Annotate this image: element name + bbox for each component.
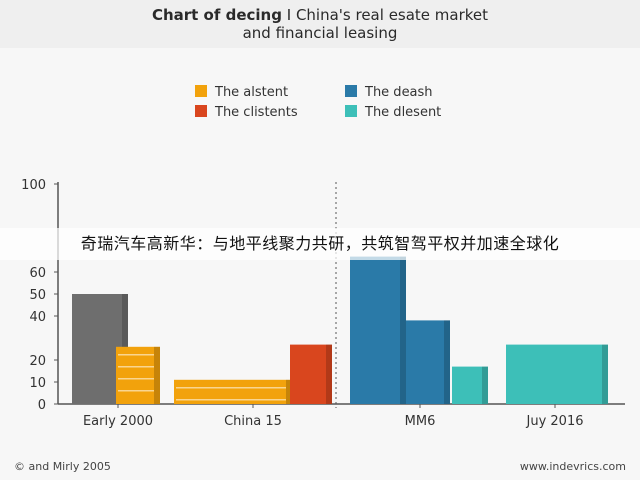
y-tick-label: 60 — [29, 266, 46, 281]
y-tick-label: 0 — [38, 398, 46, 413]
legend: The alstent The deash The clistents The … — [195, 84, 495, 124]
legend-label-clistents: The clistents — [215, 105, 298, 120]
bar-the-alstent-china-15-shade — [286, 379, 292, 404]
legend-swatch-dlesent — [345, 105, 357, 117]
bar-the-dlesent-mm6-shade — [482, 366, 488, 404]
x-category-label: Early 2000 — [83, 414, 153, 429]
bar-the-dlesent-juy-2016 — [506, 344, 608, 404]
bar-the-deash-mm6 — [350, 256, 406, 404]
x-category-label: Juy 2016 — [526, 414, 584, 429]
bar-the-dlesent-mm6 — [452, 366, 488, 404]
bar-the-alstent-early-2000-shade — [154, 346, 160, 404]
chart-title-line1: Chart of decing I China's real esate mar… — [0, 6, 640, 24]
legend-label-deash: The deash — [365, 85, 433, 100]
bar-the-deash-juy-2016 — [406, 320, 450, 404]
y-tick-label: 10 — [29, 376, 46, 391]
chart-title-rest: I China's real esate market — [286, 6, 489, 24]
bar-the-alstent-early-2000 — [116, 346, 160, 404]
legend-item-deash: The deash — [345, 84, 433, 102]
bar-the-clistents-china-15 — [290, 344, 332, 404]
legend-swatch-clistents — [195, 105, 207, 117]
y-tick-label: 40 — [29, 310, 46, 325]
footer-copyright: © and Mirly 2005 — [14, 460, 111, 473]
bar-the-clistents-china-15-shade — [326, 344, 332, 404]
x-category-label: China 15 — [224, 414, 282, 429]
bar-the-dlesent-juy-2016-shade — [602, 344, 608, 404]
legend-label-alstent: The alstent — [215, 85, 289, 100]
x-category-label: MM6 — [405, 414, 436, 429]
chart-title-line2: and financial leasing — [242, 24, 398, 42]
y-tick-label: 100 — [21, 178, 46, 193]
footer-website: www.indevrics.com — [519, 460, 626, 473]
legend-item-alstent: The alstent — [195, 84, 288, 102]
legend-swatch-deash — [345, 85, 357, 97]
y-tick-label: 50 — [29, 288, 46, 303]
legend-item-dlesent: The dlesent — [345, 104, 441, 122]
chart-title-bold: Chart of decing — [151, 6, 282, 24]
y-tick-label: 20 — [29, 354, 46, 369]
title-block: Chart of decing I China's real esate mar… — [0, 0, 640, 48]
legend-label-dlesent: The dlesent — [365, 105, 442, 120]
bar-the-deash-juy-2016-shade — [444, 320, 450, 404]
legend-swatch-alstent — [195, 85, 207, 97]
legend-item-clistents: The clistents — [195, 104, 298, 122]
bar-the-deash-mm6-shade — [400, 256, 406, 404]
overlay-banner: 奇瑞汽车高新华：与地平线聚力共研，共筑智驾平权并加速全球化 — [0, 228, 640, 260]
